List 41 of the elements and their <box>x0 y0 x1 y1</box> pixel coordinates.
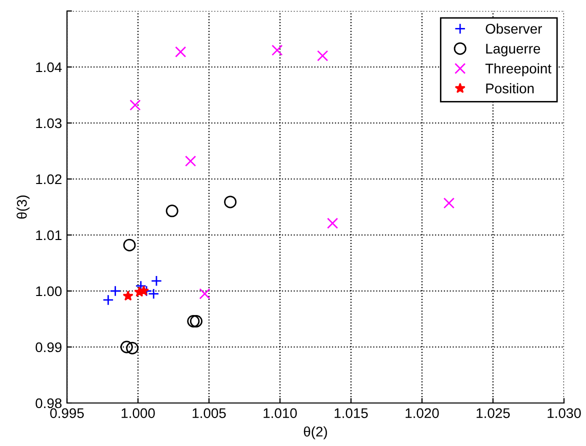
y-axis-title: θ(3) <box>16 196 30 219</box>
point <box>190 314 202 328</box>
y-tick-label: 0.98 <box>36 398 62 408</box>
point <box>122 290 134 301</box>
point <box>126 342 139 354</box>
y-tick-label: 1.02 <box>36 174 62 184</box>
x-tick-label: 1.030 <box>548 408 581 418</box>
legend-label: Threepoint <box>485 63 552 76</box>
point <box>150 275 162 286</box>
point <box>187 314 200 328</box>
point <box>326 218 338 229</box>
x-tick-label: 0.995 <box>50 408 84 418</box>
point <box>110 285 121 297</box>
point <box>224 196 237 208</box>
point <box>272 44 283 56</box>
point <box>317 50 328 62</box>
point <box>184 156 196 167</box>
x-tick-label: 1.005 <box>192 408 226 418</box>
x-tick-label: 1.010 <box>264 408 297 418</box>
y-tick-label: 1.04 <box>36 62 62 72</box>
y-tick-label: 1.01 <box>36 230 62 240</box>
x-axis-title: θ(2) <box>304 426 327 440</box>
point <box>102 294 114 306</box>
x-tick-label: 1.015 <box>334 408 368 418</box>
x-tick-label: 1.025 <box>476 408 510 418</box>
legend-label: Observer <box>486 24 542 34</box>
y-tick-label: 1.00 <box>36 286 62 296</box>
point <box>443 198 455 209</box>
point <box>148 288 160 300</box>
y-tick-label: 1.03 <box>36 118 62 128</box>
y-tick-label: 0.99 <box>36 342 62 352</box>
point <box>130 100 141 111</box>
legend-label: Position <box>486 83 534 94</box>
point <box>123 238 136 252</box>
point <box>199 288 210 300</box>
x-tick-label: 1.020 <box>406 408 439 418</box>
legend-label: Laguerre <box>486 44 540 56</box>
point <box>166 204 178 218</box>
x-tick-label: 1.000 <box>122 408 155 418</box>
point <box>175 46 186 58</box>
point <box>120 340 133 354</box>
